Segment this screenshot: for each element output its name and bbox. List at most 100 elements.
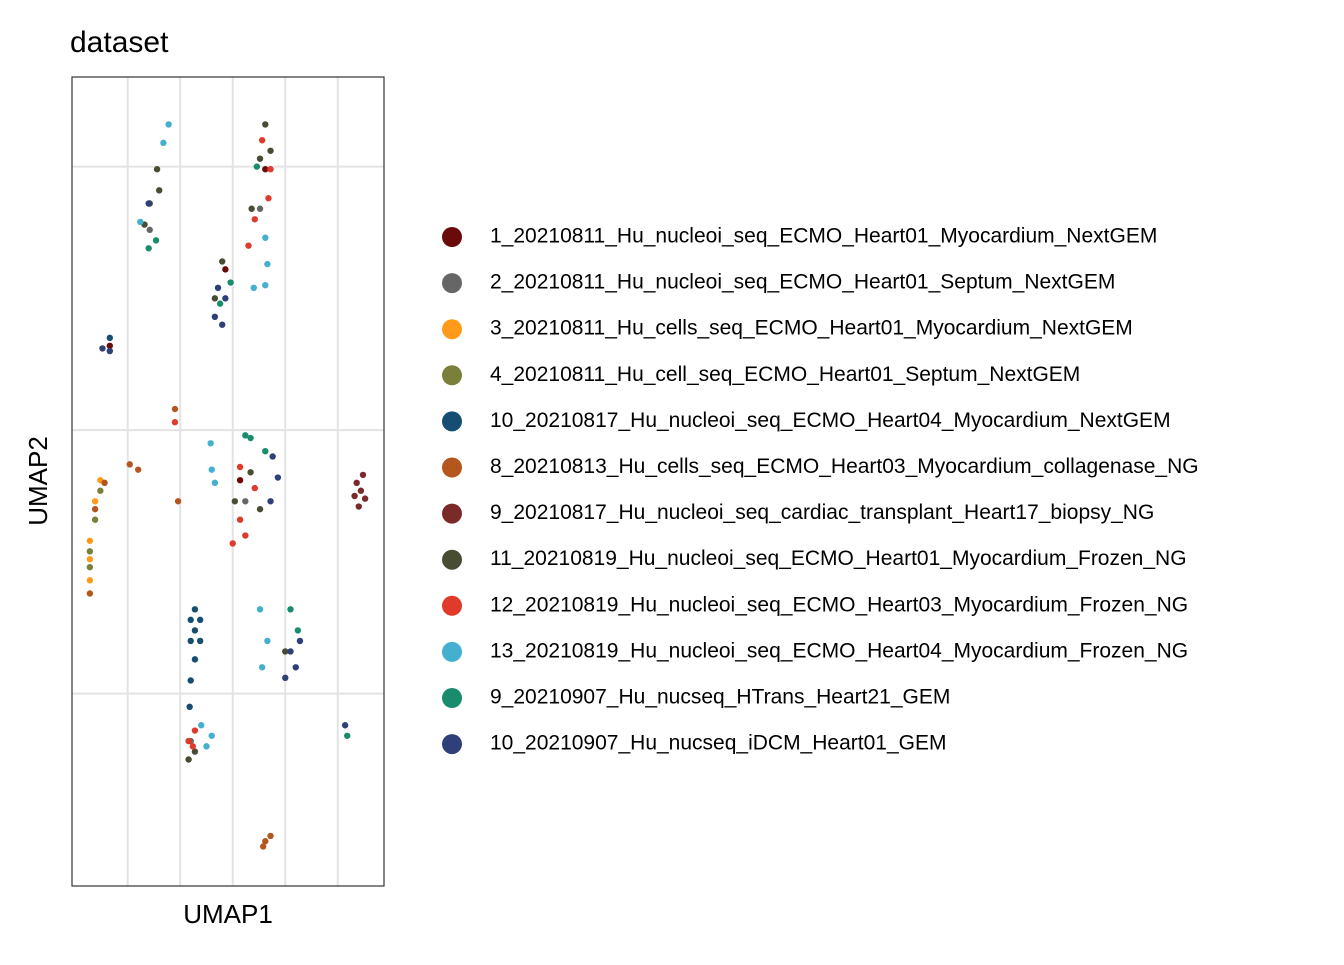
- point: [229, 540, 236, 547]
- point: [269, 453, 276, 460]
- point: [208, 466, 215, 473]
- point: [185, 737, 192, 745]
- point: [258, 137, 266, 144]
- legend-label: 9_20210817_Hu_nucleoi_seq_cardiac_transp…: [490, 501, 1154, 524]
- point: [86, 577, 94, 584]
- point: [86, 563, 94, 571]
- point: [196, 616, 204, 624]
- point: [250, 284, 257, 292]
- y-axis-label: UMAP2: [23, 436, 53, 526]
- point: [207, 440, 214, 447]
- point: [236, 463, 244, 471]
- point: [171, 405, 179, 413]
- point: [86, 537, 94, 544]
- point: [186, 703, 193, 711]
- point: [248, 205, 255, 212]
- legend-marker: [442, 734, 462, 755]
- point: [274, 474, 282, 481]
- legend-marker: [442, 595, 462, 616]
- point: [191, 727, 199, 734]
- legend-marker: [442, 319, 462, 340]
- point: [282, 648, 289, 655]
- point: [344, 732, 351, 739]
- point: [361, 495, 369, 502]
- point: [214, 284, 222, 292]
- point: [134, 466, 142, 473]
- point: [256, 205, 264, 212]
- point: [262, 166, 269, 173]
- point: [187, 616, 194, 624]
- point: [99, 345, 106, 352]
- point: [351, 492, 358, 500]
- point: [253, 163, 261, 170]
- point: [91, 516, 99, 523]
- point: [91, 498, 99, 505]
- point: [145, 245, 152, 252]
- point: [86, 556, 94, 563]
- legend-marker: [442, 457, 462, 478]
- point: [187, 677, 194, 684]
- point: [262, 447, 269, 455]
- point: [101, 479, 108, 487]
- point: [86, 548, 94, 555]
- point: [236, 516, 244, 523]
- point: [267, 147, 274, 154]
- point: [245, 242, 252, 249]
- legend-label: 1_20210811_Hu_nucleoi_seq_ECMO_Heart01_M…: [490, 225, 1157, 248]
- point: [222, 266, 229, 273]
- point: [216, 300, 224, 307]
- point: [211, 295, 219, 302]
- plot-border: [71, 76, 385, 887]
- point: [153, 166, 161, 173]
- point: [137, 218, 144, 226]
- point: [227, 279, 234, 286]
- legend-marker: [442, 365, 462, 386]
- chart-title: dataset: [70, 26, 169, 59]
- point: [165, 121, 172, 128]
- legend-marker: [442, 641, 462, 662]
- point: [282, 674, 289, 682]
- legend-label: 11_20210819_Hu_nucleoi_seq_ECMO_Heart01_…: [490, 547, 1187, 570]
- point: [86, 590, 94, 597]
- point: [208, 732, 215, 739]
- legend-label: 10_20210817_Hu_nucleoi_seq_ECMO_Heart04_…: [490, 409, 1171, 432]
- point: [247, 469, 254, 476]
- point: [294, 627, 302, 634]
- legend-label: 12_20210819_Hu_nucleoi_seq_ECMO_Heart03_…: [490, 593, 1188, 616]
- legend-marker: [442, 549, 462, 570]
- point: [267, 832, 274, 840]
- point: [191, 606, 199, 613]
- point: [219, 258, 226, 265]
- point: [262, 838, 269, 845]
- point: [236, 476, 244, 484]
- point: [258, 664, 266, 671]
- point: [355, 503, 362, 510]
- point: [262, 234, 269, 241]
- point: [187, 637, 194, 645]
- point: [353, 479, 360, 487]
- point: [126, 461, 133, 468]
- legend-marker: [442, 273, 462, 294]
- point: [267, 498, 274, 505]
- point: [265, 195, 272, 202]
- point: [185, 756, 192, 763]
- point: [287, 606, 294, 613]
- point: [171, 419, 179, 426]
- point: [189, 743, 197, 750]
- point: [264, 260, 271, 268]
- point: [242, 532, 249, 539]
- point: [296, 637, 304, 645]
- legend-label: 2_20210811_Hu_nucleoi_seq_ECMO_Heart01_S…: [490, 271, 1115, 294]
- legend-label: 13_20210819_Hu_nucleoi_seq_ECMO_Heart04_…: [490, 639, 1188, 662]
- point: [357, 487, 365, 494]
- point: [242, 498, 249, 505]
- point: [251, 484, 258, 492]
- point: [191, 748, 199, 755]
- point: [97, 487, 104, 494]
- legend-label: 3_20210811_Hu_cells_seq_ECMO_Heart01_Myo…: [490, 317, 1133, 340]
- legend-marker: [442, 227, 462, 247]
- legend-marker: [442, 503, 462, 524]
- point: [203, 743, 210, 750]
